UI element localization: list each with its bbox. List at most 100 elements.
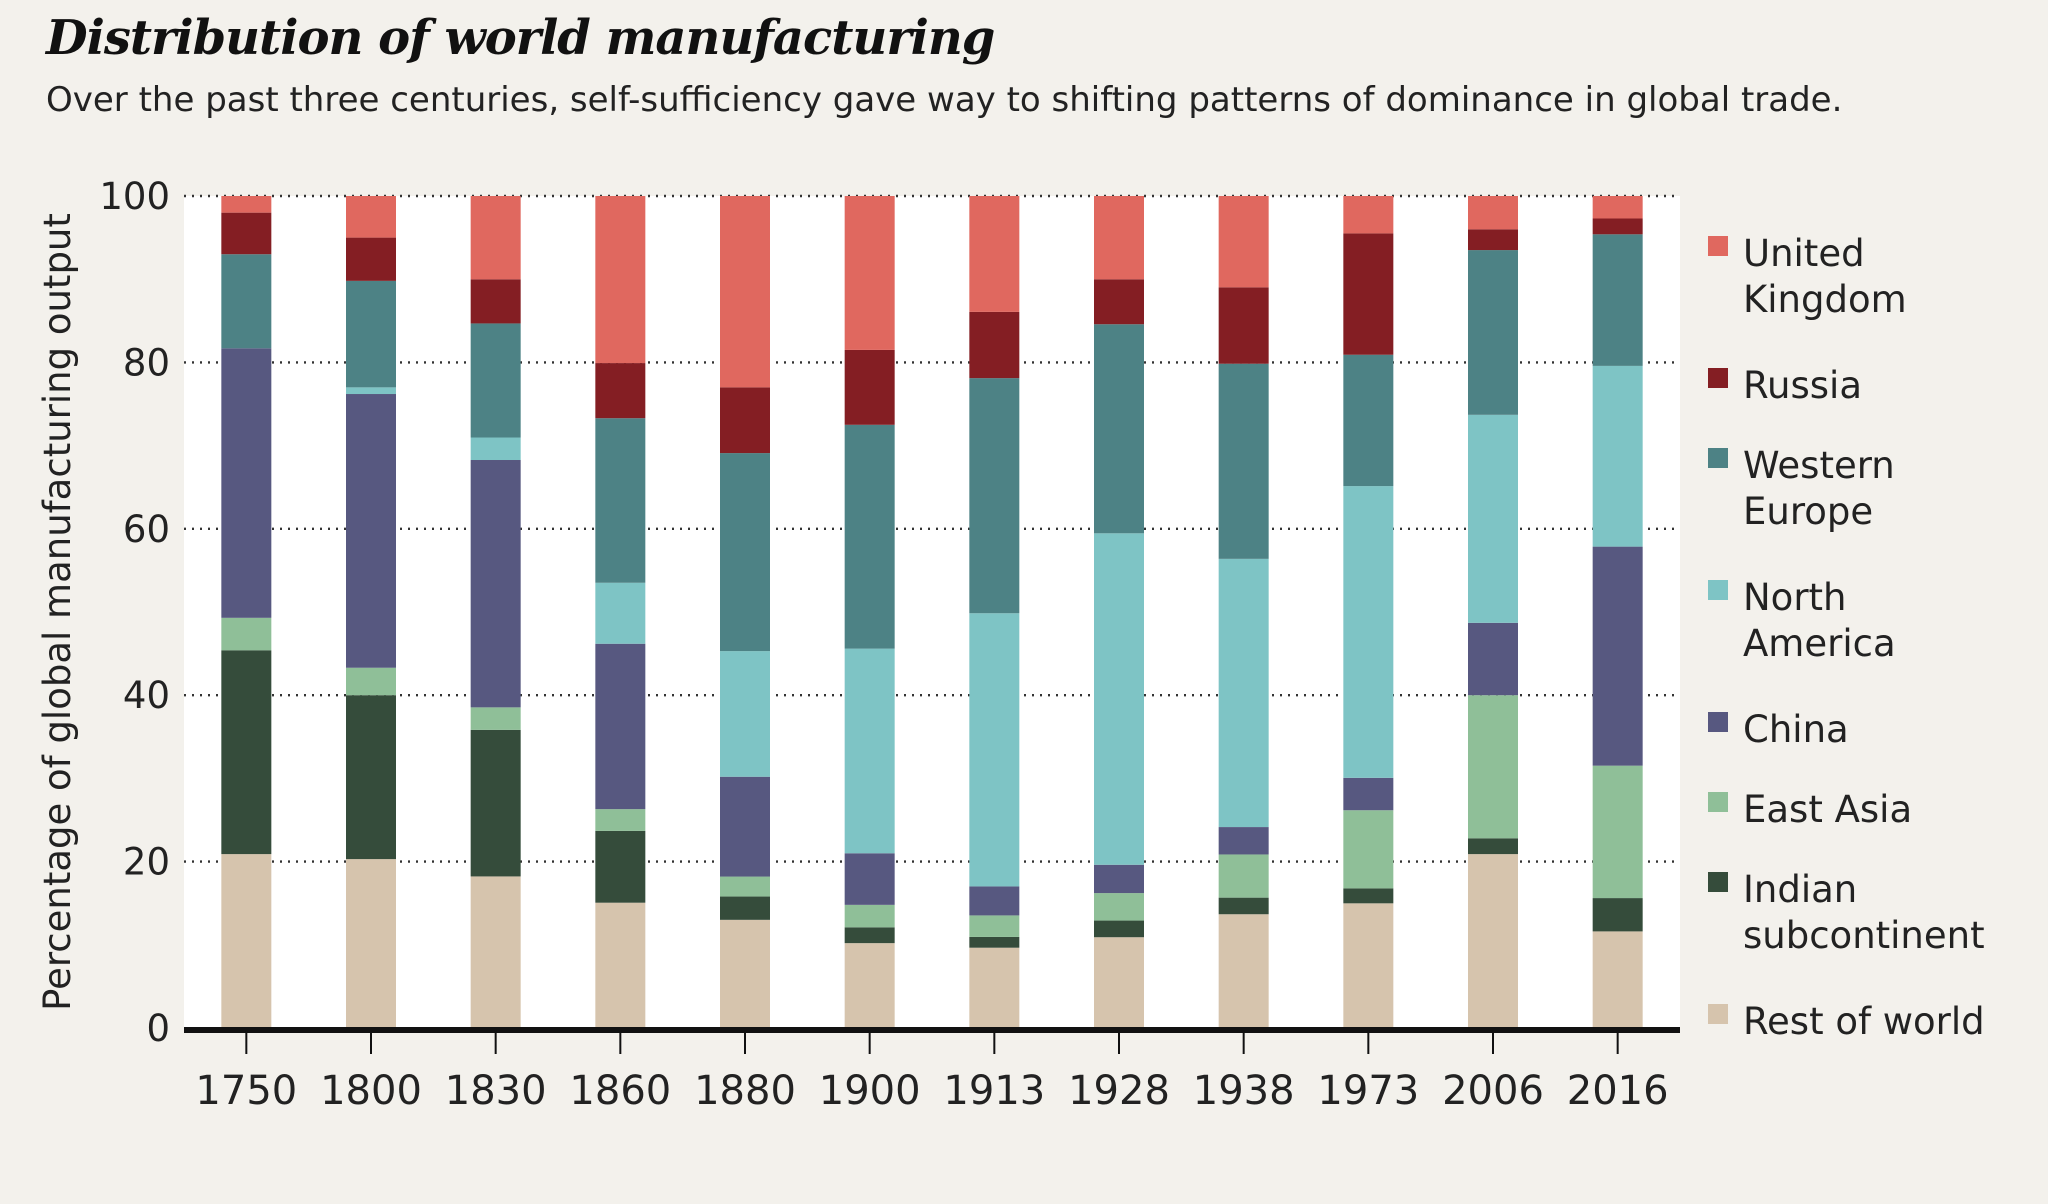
bar-1880-china <box>720 776 770 877</box>
legend-label-western-europe: Western Europe <box>1743 444 1895 533</box>
bar-1880-rest-of-world <box>720 919 770 1028</box>
bar-1900-western-europe <box>844 424 895 649</box>
bar-1750-rest-of-world <box>221 854 272 1028</box>
bar-1928-north-america <box>1094 533 1144 865</box>
bar-1860-russia <box>595 363 646 419</box>
legend-label-rest-of-world: Rest of world <box>1743 1000 1985 1043</box>
x-tick-label-1928: 1928 <box>1068 1068 1170 1114</box>
x-tick-label-2006: 2006 <box>1442 1068 1544 1114</box>
bar-1860-east-asia <box>595 809 646 831</box>
x-tick-label-1973: 1973 <box>1317 1068 1419 1114</box>
bar-1973-rest-of-world <box>1343 903 1394 1028</box>
bar-1900-united-kingdom <box>844 196 895 350</box>
bar-1800-rest-of-world <box>346 859 396 1028</box>
bar-1900-north-america <box>844 648 895 854</box>
bar-2006-united-kingdom <box>1468 196 1518 230</box>
bar-1880-north-america <box>720 651 770 777</box>
bar-1973-china <box>1343 777 1394 811</box>
bar-1880-east-asia <box>720 876 770 897</box>
bar-1938-indian-subcontinent <box>1218 897 1269 915</box>
bar-1860-united-kingdom <box>595 196 646 364</box>
bar-1913-china <box>969 886 1020 916</box>
y-tick-label-60: 60 <box>123 508 170 551</box>
x-tick-label-1938: 1938 <box>1193 1068 1295 1114</box>
bar-1973-united-kingdom <box>1343 196 1394 234</box>
bar-1750-china <box>221 348 272 618</box>
bar-1860-western-europe <box>595 418 646 583</box>
bar-1938-united-kingdom <box>1218 196 1269 288</box>
bar-2016-western-europe <box>1592 234 1643 366</box>
legend-swatch-russia <box>1708 368 1728 388</box>
bar-1938-russia <box>1218 287 1269 364</box>
y-tick-label-40: 40 <box>123 674 170 717</box>
legend-swatch-united-kingdom <box>1708 236 1728 256</box>
bar-1973-indian-subcontinent <box>1343 888 1394 904</box>
y-tick-label-100: 100 <box>99 175 170 218</box>
bar-1880-united-kingdom <box>720 196 770 388</box>
legend-swatch-indian-subcontinent <box>1708 872 1728 892</box>
legend-label-china: China <box>1743 708 1849 751</box>
bar-1973-east-asia <box>1343 810 1394 889</box>
bar-1913-rest-of-world <box>969 947 1020 1028</box>
bar-1913-western-europe <box>969 378 1020 614</box>
bar-1900-rest-of-world <box>844 943 895 1028</box>
legend-label-united-kingdom: United Kingdom <box>1743 232 1907 321</box>
bar-1938-western-europe <box>1218 363 1269 559</box>
bar-2006-russia <box>1468 229 1518 251</box>
bars <box>221 196 1643 1028</box>
bar-1900-russia <box>844 349 895 425</box>
bar-1800-china <box>346 394 396 668</box>
bar-1900-indian-subcontinent <box>844 927 895 944</box>
legend: United Kingdom Russia Western Europe North Ame… <box>1708 232 1985 1043</box>
legend-swatch-north-america <box>1708 580 1728 600</box>
bar-2006-china <box>1468 622 1518 696</box>
bar-1928-united-kingdom <box>1094 196 1144 280</box>
x-tick-label-1750: 1750 <box>195 1068 297 1114</box>
bar-1900-east-asia <box>844 904 895 928</box>
x-tick-label-1800: 1800 <box>320 1068 422 1114</box>
y-tick-label-20: 20 <box>123 841 170 884</box>
bar-1913-indian-subcontinent <box>969 936 1020 948</box>
bar-1750-western-europe <box>221 254 272 349</box>
bar-1928-russia <box>1094 279 1144 325</box>
bar-2006-north-america <box>1468 414 1518 623</box>
bar-1880-russia <box>720 387 770 454</box>
chart-title: Distribution of world manufacturing <box>46 10 995 66</box>
bar-1750-east-asia <box>221 617 272 651</box>
bar-1973-western-europe <box>1343 354 1394 487</box>
bar-2006-western-europe <box>1468 250 1518 415</box>
bar-2016-united-kingdom <box>1592 196 1643 219</box>
bar-2016-indian-subcontinent <box>1592 898 1643 932</box>
bar-1928-rest-of-world <box>1094 937 1144 1028</box>
bar-1860-china <box>595 643 646 810</box>
bar-1928-indian-subcontinent <box>1094 920 1144 938</box>
bar-1938-east-asia <box>1218 854 1269 898</box>
bar-1913-russia <box>969 311 1020 379</box>
legend-label-russia: Russia <box>1743 364 1862 407</box>
x-axis-ticks: 1750 1800 1830 1860 1880 1900 1913 1928 1938 1973… <box>195 1030 1669 1114</box>
x-tick-label-1913: 1913 <box>943 1068 1045 1114</box>
bar-1800-east-asia <box>346 667 396 696</box>
bar-2016-east-asia <box>1592 765 1643 899</box>
chart-subtitle: Over the past three centuries, self-suff… <box>46 80 1843 120</box>
bar-1750-russia <box>221 212 272 255</box>
bar-2016-russia <box>1592 218 1643 235</box>
x-tick-label-2016: 2016 <box>1567 1068 1669 1114</box>
bar-2016-rest-of-world <box>1592 931 1643 1028</box>
gridlines <box>184 194 1680 863</box>
bar-2016-north-america <box>1592 365 1643 547</box>
bar-1880-western-europe <box>720 453 770 652</box>
bar-2006-indian-subcontinent <box>1468 838 1518 855</box>
bar-1928-western-europe <box>1094 324 1144 534</box>
y-tick-label-0: 0 <box>146 1007 170 1050</box>
bar-1913-united-kingdom <box>969 196 1020 312</box>
bar-1830-china <box>470 460 521 708</box>
bar-1880-indian-subcontinent <box>720 896 770 920</box>
y-axis-label: Percentage of global manufacturing outpu… <box>36 213 79 1011</box>
bar-2016-china <box>1592 546 1643 766</box>
bar-1800-north-america <box>346 387 396 395</box>
y-axis-ticks: 0 20 40 60 80 100 <box>99 175 170 1050</box>
bar-1830-western-europe <box>470 323 521 438</box>
legend-swatch-western-europe <box>1708 448 1728 468</box>
